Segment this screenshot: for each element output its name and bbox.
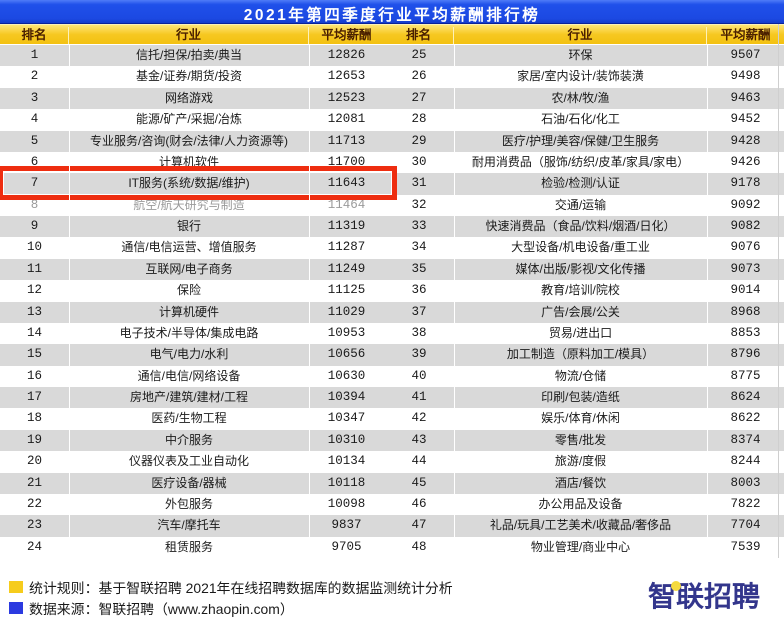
svg-text:智联招聘: 智联招聘 xyxy=(648,581,760,612)
